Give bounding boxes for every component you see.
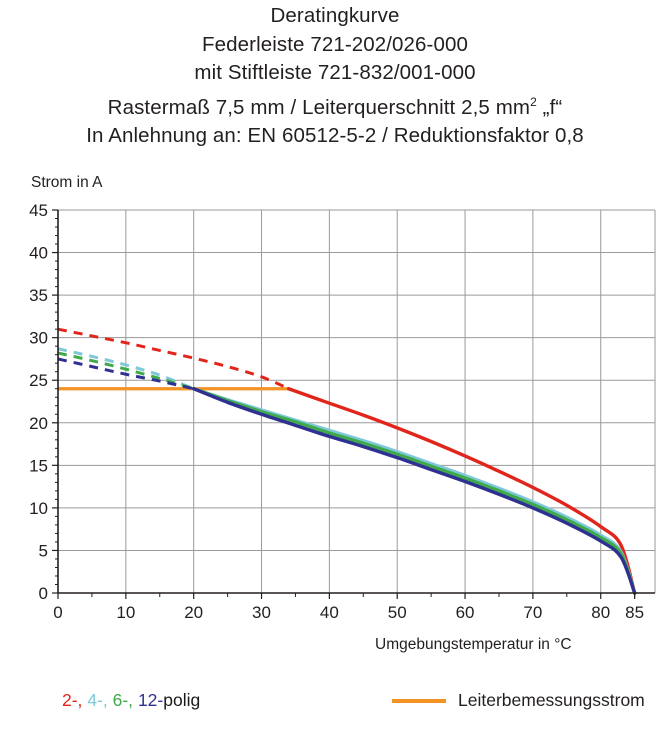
y-tick-label: 0: [39, 584, 48, 603]
series-line-dashed: [57, 327, 290, 391]
legend-12pol: 12-: [137, 690, 164, 710]
legend-6pol: 6-,: [112, 690, 134, 710]
x-tick-label: 85: [625, 603, 644, 622]
y-tick-label: 30: [29, 329, 48, 348]
x-tick-label: 80: [591, 603, 610, 622]
legend-rated-current-label: Leiterbemessungsstrom: [458, 690, 645, 710]
title-line-4-pre: Rastermaß 7,5 mm / Leiterquerschnitt 2,5…: [107, 95, 531, 119]
series-line-solid: [191, 387, 637, 595]
legend-poles-suffix: polig: [163, 690, 201, 710]
legend-2pol: 2-,: [62, 690, 83, 710]
chart-title-block: Deratingkurve Federleiste 721-202/026-00…: [0, 2, 670, 150]
series-line-dashed: [57, 347, 195, 391]
x-axis-label: Umgebungstemperatur in °C: [375, 636, 572, 653]
legend-poles: 2-, 4-, 6-, 12-polig: [62, 690, 200, 711]
y-tick-label: 35: [29, 286, 48, 305]
series-line-dashed: [57, 351, 195, 391]
title-line-1: Deratingkurve: [270, 4, 400, 27]
x-tick-label: 30: [252, 603, 271, 622]
title-line-3: mit Stiftleiste 721-832/001-000: [194, 61, 476, 84]
x-tick-label: 0: [53, 603, 62, 622]
y-tick-label: 40: [29, 244, 48, 263]
title-line-4: Rastermaß 7,5 mm / Leiterquerschnitt 2,5…: [0, 88, 670, 122]
x-tick-label: 40: [320, 603, 339, 622]
series-line-solid: [191, 387, 637, 595]
y-tick-label: 45: [29, 201, 48, 220]
series-line-solid: [286, 387, 637, 595]
legend-4pol: 4-,: [87, 690, 108, 710]
y-axis-label: Strom in A: [31, 174, 103, 191]
y-tick-label: 20: [29, 414, 48, 433]
x-tick-label: 10: [116, 603, 135, 622]
title-line-5: In Anlehnung an: EN 60512-5-2 / Reduktio…: [86, 123, 584, 147]
y-tick-label: 10: [29, 499, 48, 518]
x-tick-label: 70: [523, 603, 542, 622]
title-line-4-exponent: 2: [530, 94, 537, 109]
title-line-4-post: „f“: [536, 95, 563, 119]
series-line-solid: [191, 387, 637, 595]
x-tick-label: 60: [456, 603, 475, 622]
series-line-dashed: [57, 357, 195, 391]
legend-rated-current-swatch: [392, 699, 446, 703]
title-line-2: Federleiste 721-202/026-000: [202, 32, 468, 56]
x-tick-label: 50: [388, 603, 407, 622]
x-tick-label: 20: [184, 603, 203, 622]
y-tick-label: 25: [29, 371, 48, 390]
y-tick-label: 15: [29, 456, 48, 475]
chart-legend: 2-, 4-, 6-, 12-polig Leiterbemessungsstr…: [0, 690, 670, 730]
y-tick-label: 5: [39, 541, 48, 560]
legend-rated-current: Leiterbemessungsstrom: [392, 690, 645, 711]
